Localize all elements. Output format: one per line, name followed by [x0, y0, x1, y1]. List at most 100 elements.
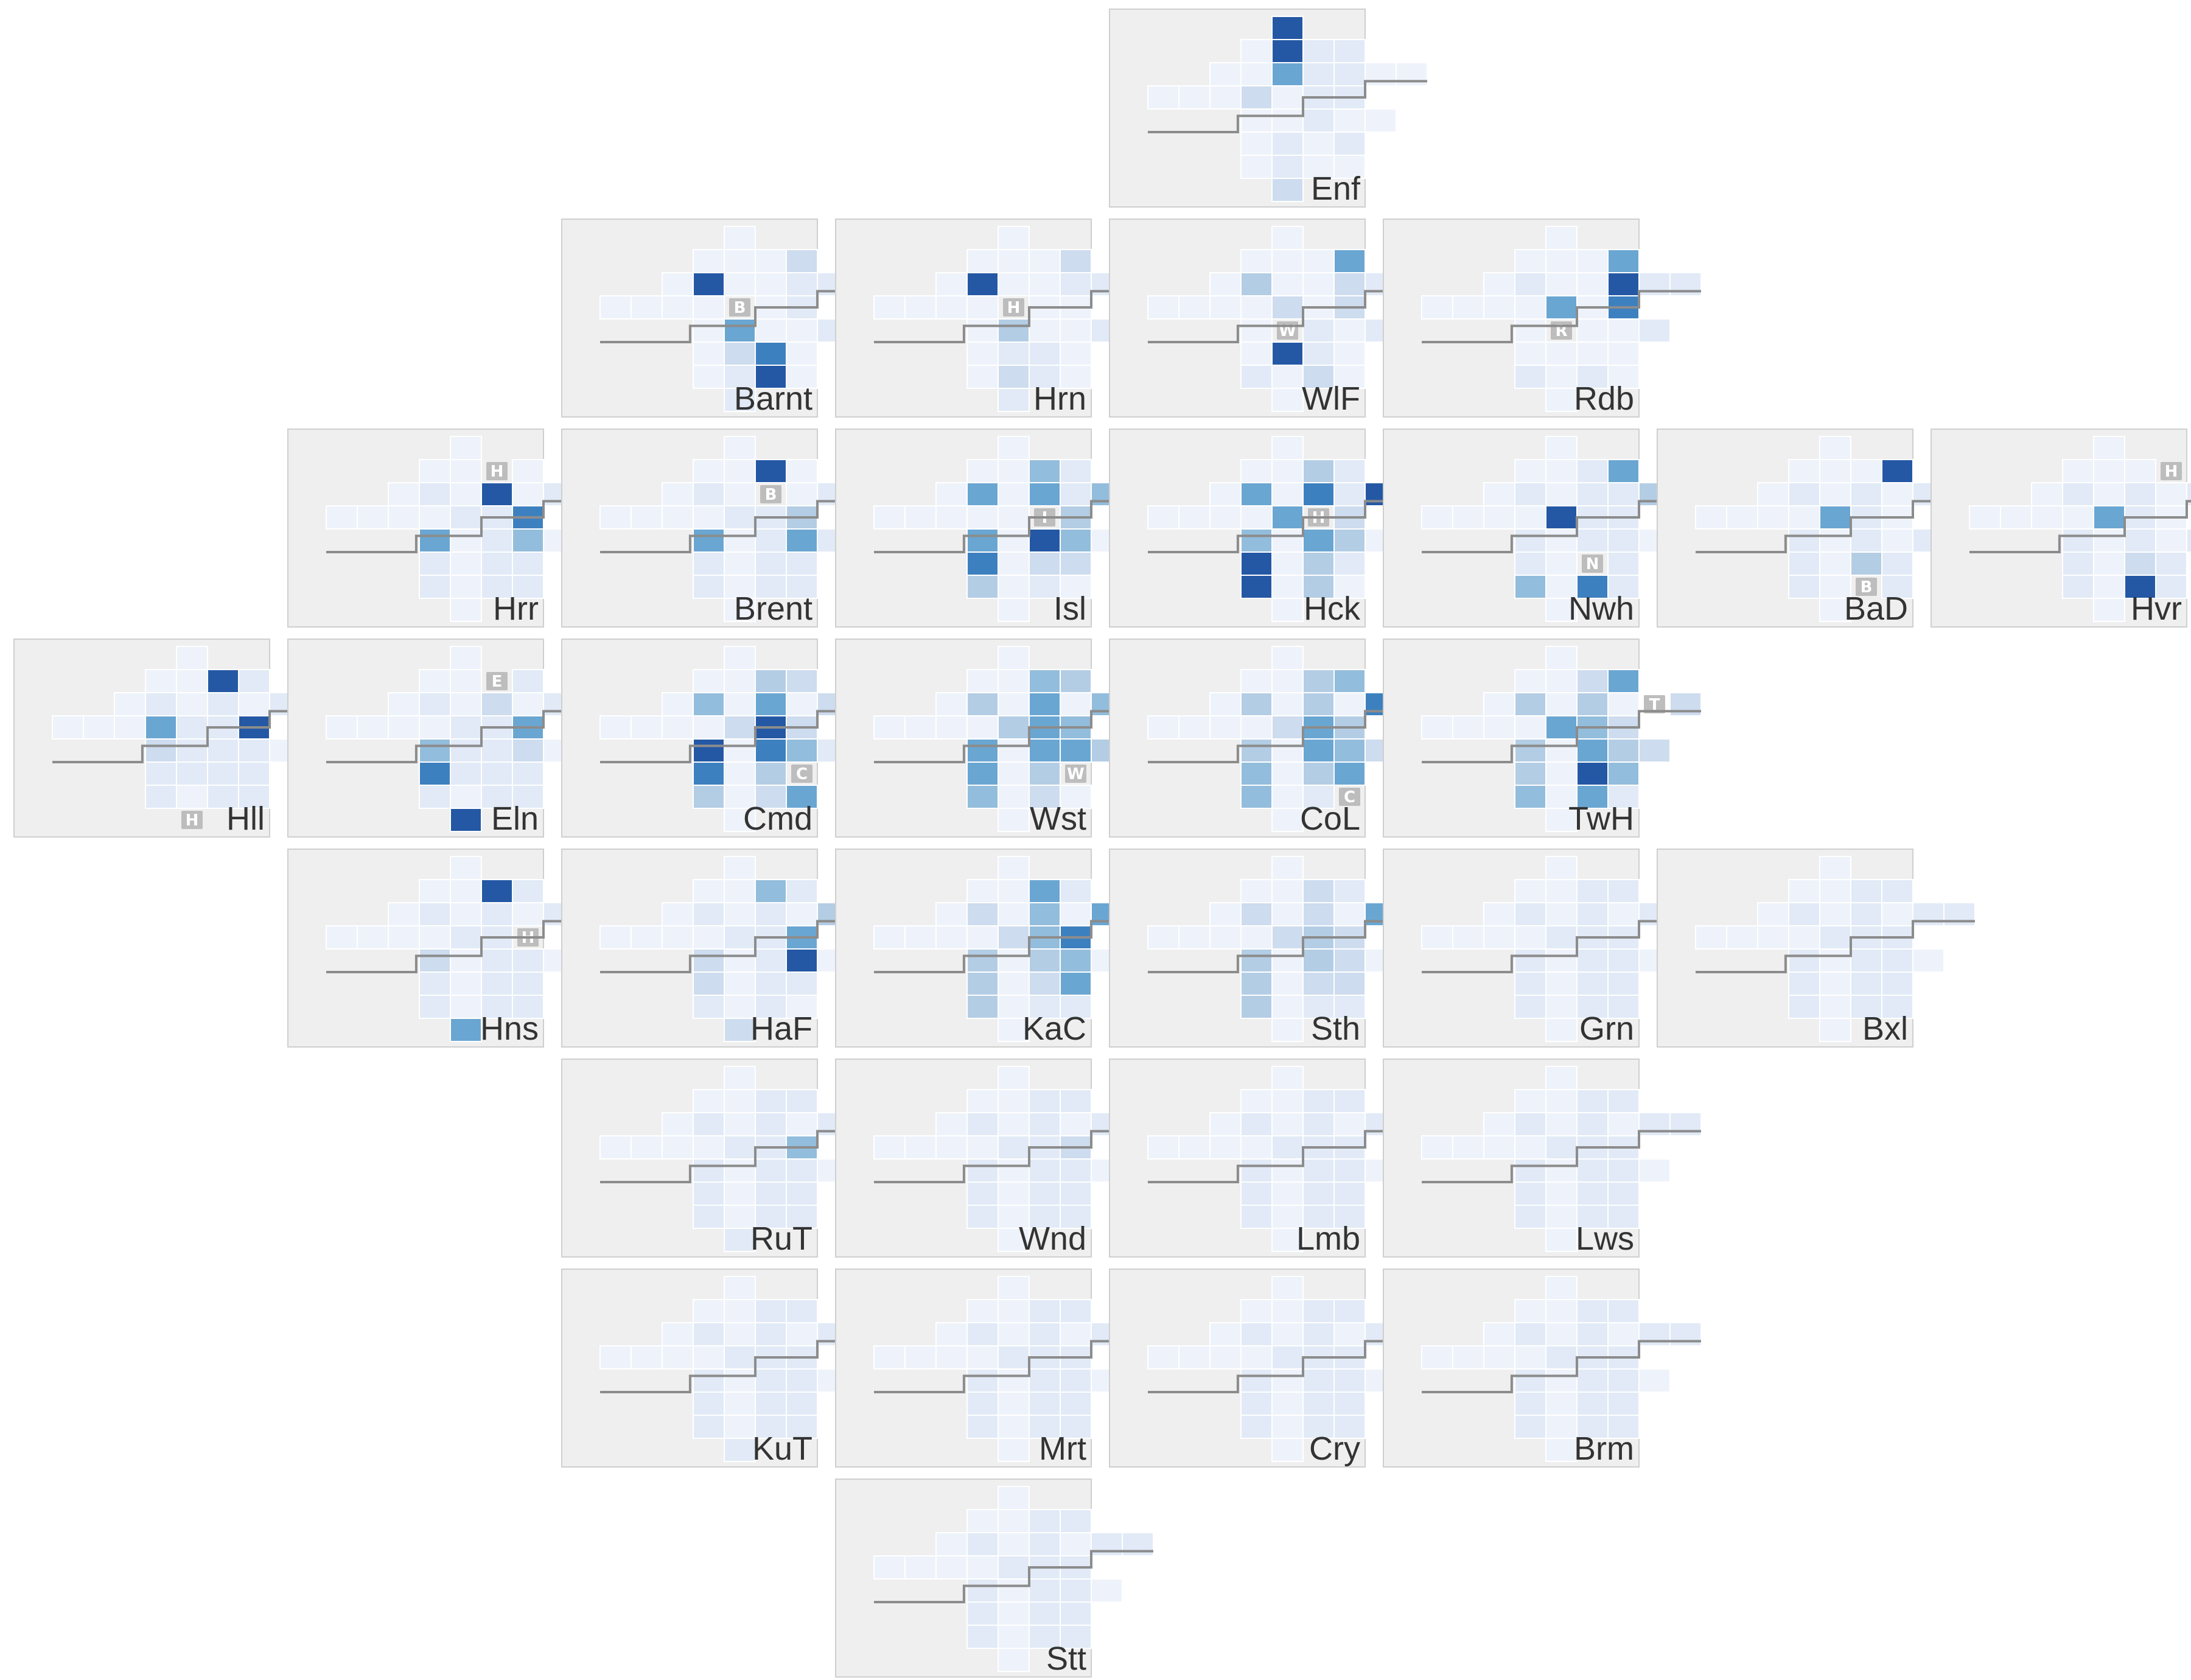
heat-cell: [998, 575, 1030, 599]
heat-cell: [1240, 1391, 1273, 1416]
heat-cell: [450, 1018, 482, 1042]
heat-cell: [1881, 482, 1913, 506]
heat-cell: [966, 341, 999, 366]
heat-cell: [998, 1135, 1030, 1160]
heat-cell: [1209, 1322, 1242, 1346]
heat-cell: [935, 482, 968, 506]
heat-cell: [724, 948, 756, 973]
heat-cell: [873, 715, 906, 740]
heat-cell: [1333, 692, 1366, 716]
heat-cell: [755, 1322, 787, 1346]
heat-cell: [966, 1625, 999, 1649]
heat-cell: [724, 669, 756, 693]
heat-cell: [724, 505, 756, 530]
heat-cell: [1029, 995, 1061, 1019]
heat-cell: [1240, 272, 1273, 296]
self-cell: [1003, 298, 1024, 317]
heat-cell: [1545, 1089, 1578, 1113]
river-line: [600, 1340, 879, 1393]
heat-cell: [693, 1089, 725, 1113]
heat-cell: [1545, 646, 1578, 670]
heat-cell: [1271, 856, 1304, 880]
heat-cell: [326, 925, 358, 950]
heat-cell: [1302, 1112, 1335, 1136]
heat-cell: [1638, 1158, 1671, 1183]
heat-cell: [1240, 482, 1273, 506]
self-cell: [1065, 765, 1086, 783]
heat-cell: [1576, 669, 1609, 693]
panel-title: Cmd: [743, 800, 812, 837]
heat-cell: [1333, 1415, 1366, 1439]
river-line: [874, 1550, 1153, 1603]
heat-cell: [207, 738, 239, 763]
heat-cell: [693, 1345, 725, 1370]
heat-cell: [966, 925, 999, 950]
heat-cell: [724, 1181, 756, 1206]
heat-cell: [693, 692, 725, 716]
heat-cell: [693, 761, 725, 786]
heat-cell: [662, 1135, 694, 1160]
heat-cell: [512, 551, 544, 576]
heat-cell: [904, 1135, 937, 1160]
heat-cell: [1545, 738, 1578, 763]
heat-cell: [755, 1112, 787, 1136]
heat-cell: [935, 1532, 968, 1556]
heat-cell: [998, 1112, 1030, 1136]
heat-cell: [935, 295, 968, 320]
heat-cell: [1483, 295, 1515, 320]
panel-title: TwH: [1568, 800, 1634, 837]
panel-title: Lws: [1576, 1220, 1634, 1257]
heat-cell: [1333, 1089, 1366, 1113]
heat-cell: [512, 785, 544, 809]
heat-cell: [1545, 995, 1578, 1019]
heat-cell: [1271, 646, 1304, 670]
heat-cell: [2186, 482, 2191, 506]
heat-cell: [1240, 1181, 1273, 1206]
heat-cell: [1060, 1625, 1092, 1649]
heat-cell: [786, 1322, 818, 1346]
heat-cell: [512, 528, 544, 553]
heat-cell: [1271, 178, 1304, 202]
heat-cell: [724, 551, 756, 576]
heat-cell: [1240, 39, 1273, 63]
heat-cell: [786, 365, 818, 389]
heat-cell: [1607, 995, 1640, 1019]
panel-hrn: H Hrn: [835, 219, 1154, 418]
heat-cell: [998, 1299, 1030, 1323]
river-line: [600, 710, 879, 763]
heat-cell: [662, 902, 694, 926]
river-line: [1148, 80, 1427, 133]
self-cell: [1644, 695, 1665, 713]
heat-cell: [966, 528, 999, 553]
heat-cell: [998, 272, 1030, 296]
heat-cell: [1483, 1112, 1515, 1136]
heat-cell: [1545, 879, 1578, 903]
heat-cell: [1607, 1089, 1640, 1113]
heat-cell: [1060, 669, 1092, 693]
heat-cell: [176, 715, 208, 740]
heat-cell: [1757, 902, 1789, 926]
heat-cell: [1029, 1578, 1061, 1603]
heat-cell: [145, 785, 177, 809]
heat-cell: [904, 1345, 937, 1370]
heat-cell: [1060, 1181, 1092, 1206]
heat-cell: [1029, 1368, 1061, 1393]
heat-cell: [1333, 341, 1366, 366]
heat-cell: [238, 669, 270, 693]
heat-cell: [1333, 249, 1366, 273]
heat-cell: [419, 995, 451, 1019]
heat-cell: [450, 692, 482, 716]
self-cell: [1856, 578, 1877, 596]
river-line: [1696, 500, 1975, 553]
heat-cell: [2062, 528, 2094, 553]
heat-cell: [2155, 551, 2187, 576]
heat-cell: [1607, 1112, 1640, 1136]
heat-cell: [2093, 575, 2125, 599]
heat-cell: [935, 1555, 968, 1580]
river-line: [1148, 500, 1427, 553]
panel-title: Sth: [1311, 1010, 1360, 1047]
panel-twh: T TwH: [1383, 639, 1702, 838]
heat-cell: [1271, 249, 1304, 273]
